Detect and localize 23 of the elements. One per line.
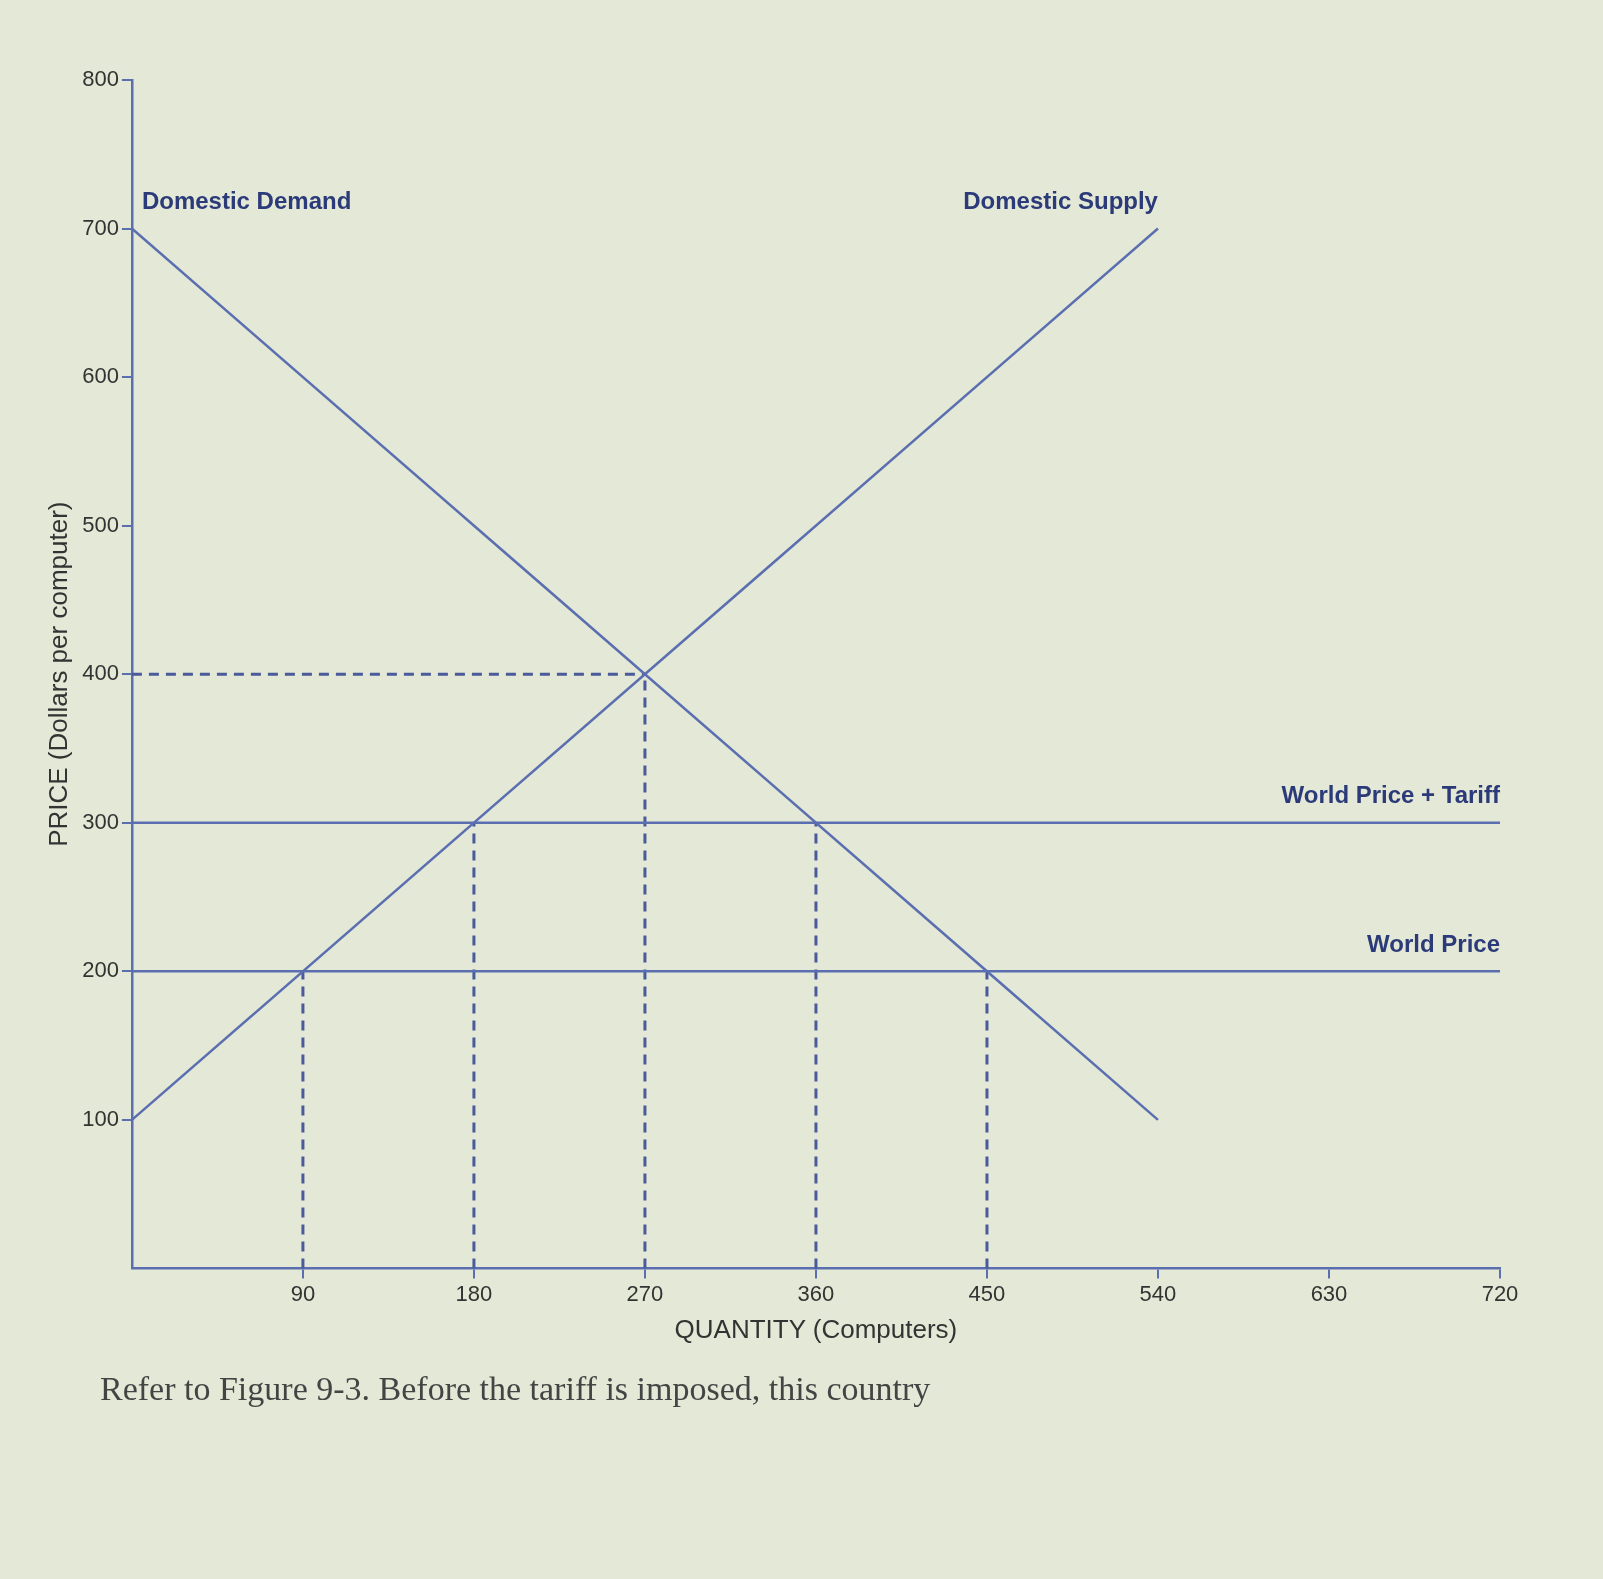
y-tick-label: 600 (82, 363, 119, 389)
x-tick-label: 630 (1310, 1280, 1348, 1306)
x-tick-label: 720 (1481, 1280, 1519, 1306)
y-tick-label: 200 (82, 957, 119, 983)
x-tick-label: 540 (1139, 1280, 1177, 1306)
y-tick-label: 500 (82, 511, 119, 537)
x-tick-label: 450 (968, 1280, 1006, 1306)
x-tick-label: 90 (290, 1280, 316, 1306)
y-tick-label: 300 (82, 808, 119, 834)
y-tick-label: 100 (82, 1105, 119, 1131)
y-axis-title: PRICE (Dollars per computer) (42, 501, 73, 847)
y-tick-label: 400 (82, 660, 119, 686)
y-tick-label: 800 (82, 66, 119, 92)
y-tick-label: 700 (82, 214, 119, 240)
x-axis-title: QUANTITY (Computers) (674, 1313, 958, 1344)
series-label: Domestic Demand (141, 187, 352, 215)
x-tick-label: 180 (455, 1280, 493, 1306)
series-label: World Price + Tariff (1281, 781, 1501, 809)
x-tick-label: 360 (797, 1280, 835, 1306)
series-label: Domestic Supply (963, 187, 1159, 215)
x-tick-label: 270 (626, 1280, 664, 1306)
text: Refer to Figure 9-3. Before the tariff is imposed, this country (100, 1370, 932, 1408)
series-label: World Price (1367, 929, 1500, 957)
